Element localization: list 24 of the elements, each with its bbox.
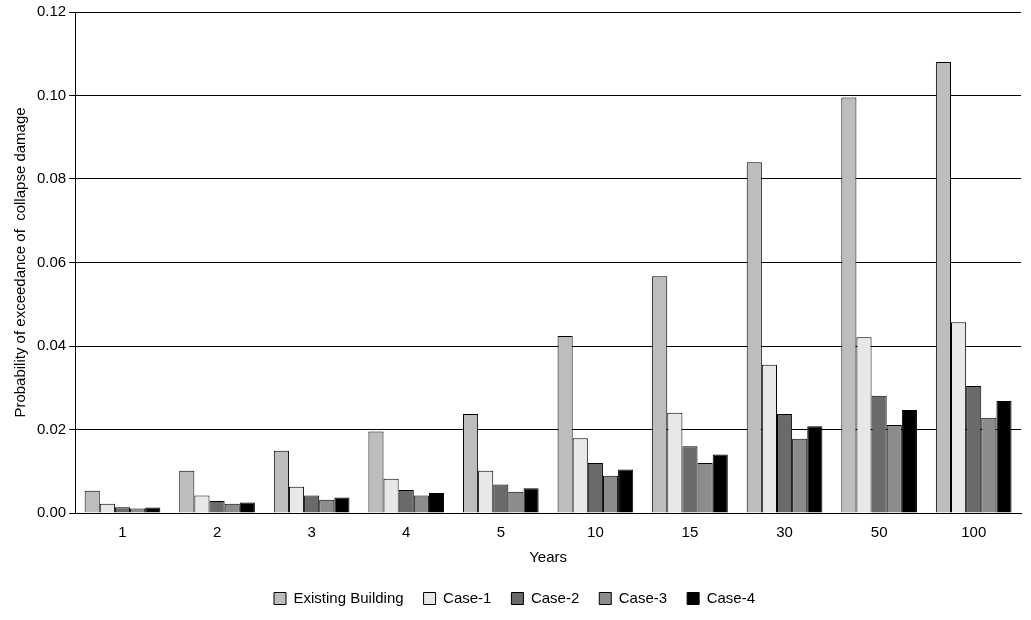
x-tick-label: 1 [118,523,127,541]
legend-label: Case-2 [530,588,580,606]
y-tick-label: 0.00 [36,503,67,521]
y-tick-label: 0.02 [36,419,67,437]
x-tick-label: 3 [307,523,316,541]
legend-label: Case-3 [618,588,668,606]
y-axis-title: Probability of exceedance of collapse damage [11,107,29,418]
y-tick-label: 0.12 [36,2,67,20]
y-tick-label: 0.04 [36,336,67,354]
x-tick-label: 30 [776,523,793,541]
x-axis-title: Years [529,548,567,566]
y-tick-label: 0.10 [36,85,67,103]
x-tick-label: 15 [681,523,699,541]
y-tick-label: 0.06 [36,252,67,270]
legend-label: Case-1 [443,588,492,606]
legend-label: Existing Building [293,588,404,606]
x-tick-label: 50 [870,523,888,541]
x-tick-label: 10 [587,523,604,541]
legend-label: Case-4 [706,588,755,606]
x-tick-label: 100 [961,523,987,541]
x-tick-label: 5 [496,523,505,541]
x-tick-label: 2 [212,523,222,541]
x-tick-label: 4 [402,523,411,541]
y-tick-label: 0.08 [36,169,67,187]
